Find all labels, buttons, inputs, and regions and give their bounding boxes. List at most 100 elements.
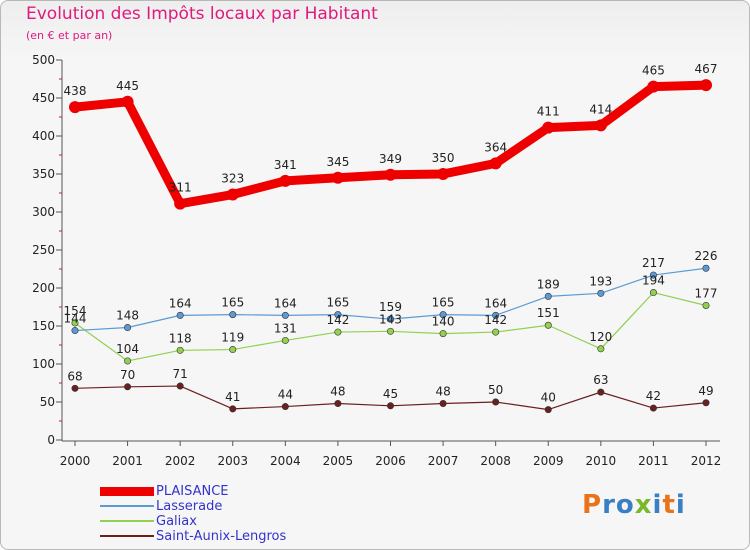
- legend-swatch: [100, 535, 154, 537]
- logo-letter: r: [602, 490, 616, 520]
- data-point-plaisance: [700, 79, 712, 92]
- data-label-galiax: 177: [695, 286, 718, 300]
- data-point-saint-aunix-lengros: [176, 382, 184, 390]
- data-label-lasserade: 165: [432, 296, 455, 310]
- data-point-saint-aunix-lengros: [124, 383, 132, 391]
- data-point-plaisance: [542, 121, 555, 134]
- logo-letter: P: [582, 490, 603, 520]
- data-label-galiax: 154: [64, 304, 87, 318]
- data-point-lasserade: [544, 292, 552, 300]
- data-label-saint-aunix-lengros: 68: [67, 369, 82, 383]
- y-tick-label: 200: [32, 281, 55, 295]
- data-point-saint-aunix-lengros: [649, 404, 657, 412]
- data-label-galiax: 142: [484, 313, 507, 327]
- x-tick-label: 2006: [375, 454, 406, 468]
- data-label-plaisance: 411: [537, 105, 560, 119]
- data-label-lasserade: 164: [169, 296, 192, 310]
- data-label-plaisance: 311: [169, 181, 192, 195]
- data-label-plaisance: 350: [432, 151, 455, 165]
- data-point-lasserade: [124, 324, 132, 332]
- x-tick-label: 2011: [638, 454, 669, 468]
- data-point-lasserade: [229, 311, 237, 319]
- data-point-lasserade: [597, 289, 605, 297]
- y-tick-label: 400: [32, 129, 55, 143]
- data-label-saint-aunix-lengros: 48: [330, 385, 345, 399]
- data-label-galiax: 143: [379, 312, 402, 326]
- data-point-saint-aunix-lengros: [281, 403, 289, 411]
- data-label-plaisance: 323: [221, 172, 244, 186]
- data-point-lasserade: [71, 327, 79, 335]
- data-point-plaisance: [121, 95, 134, 108]
- data-label-saint-aunix-lengros: 48: [435, 385, 450, 399]
- data-point-saint-aunix-lengros: [229, 405, 237, 413]
- data-point-lasserade: [281, 311, 289, 319]
- data-label-saint-aunix-lengros: 63: [593, 373, 608, 387]
- data-label-lasserade: 148: [116, 309, 139, 323]
- logo-letter: i: [675, 490, 686, 520]
- data-label-plaisance: 438: [64, 84, 87, 98]
- x-tick-label: 2004: [270, 454, 301, 468]
- data-point-plaisance: [174, 197, 187, 210]
- data-point-galiax: [229, 346, 237, 354]
- logo-letter: i: [652, 490, 663, 520]
- data-label-lasserade: 165: [326, 296, 349, 310]
- x-tick-label: 2010: [586, 454, 617, 468]
- data-point-plaisance: [437, 168, 450, 180]
- data-label-saint-aunix-lengros: 71: [173, 367, 188, 381]
- data-point-saint-aunix-lengros: [439, 400, 447, 408]
- data-point-plaisance: [594, 119, 607, 132]
- chart-subtitle: (en € et par an): [26, 29, 113, 42]
- y-tick-label: 100: [32, 357, 55, 371]
- y-tick-label: 450: [32, 91, 55, 105]
- data-point-lasserade: [386, 315, 394, 323]
- data-point-lasserade: [176, 311, 184, 319]
- data-label-saint-aunix-lengros: 40: [541, 391, 556, 405]
- data-point-plaisance: [331, 171, 344, 184]
- data-point-plaisance: [69, 101, 81, 114]
- data-point-galiax: [492, 328, 500, 336]
- data-point-lasserade: [649, 271, 657, 279]
- data-label-galiax: 104: [116, 342, 139, 356]
- data-label-lasserade: 226: [695, 249, 718, 263]
- data-label-galiax: 120: [589, 330, 612, 344]
- data-label-lasserade: 165: [221, 296, 244, 310]
- data-point-plaisance: [226, 188, 239, 201]
- data-label-plaisance: 345: [326, 155, 349, 169]
- data-label-galiax: 140: [432, 315, 455, 329]
- logo-letter: t: [662, 490, 676, 520]
- data-label-saint-aunix-lengros: 42: [646, 389, 661, 403]
- data-label-galiax: 142: [326, 313, 349, 327]
- y-tick-label: 300: [32, 205, 55, 219]
- legend-swatch: [100, 520, 154, 522]
- data-point-lasserade: [334, 311, 342, 319]
- data-label-plaisance: 467: [695, 62, 718, 76]
- data-point-plaisance: [279, 174, 292, 187]
- data-label-plaisance: 341: [274, 158, 297, 172]
- data-point-galiax: [649, 289, 657, 297]
- y-tick-label: 150: [32, 319, 55, 333]
- data-label-galiax: 118: [169, 331, 192, 345]
- x-tick-label: 2009: [533, 454, 564, 468]
- data-point-galiax: [597, 345, 605, 353]
- legend-label: Galiax: [156, 514, 197, 529]
- data-point-lasserade: [439, 311, 447, 319]
- data-point-galiax: [176, 346, 184, 354]
- data-point-lasserade: [492, 311, 500, 319]
- data-label-lasserade: 189: [537, 277, 560, 291]
- x-tick-label: 2007: [428, 454, 459, 468]
- data-point-saint-aunix-lengros: [386, 402, 394, 410]
- data-label-lasserade: 193: [589, 274, 612, 288]
- legend-label: PLAISANCE: [156, 484, 229, 499]
- logo-letter: o: [615, 490, 635, 520]
- legend-swatch: [100, 486, 154, 496]
- data-label-saint-aunix-lengros: 44: [278, 388, 293, 402]
- data-point-galiax: [71, 319, 79, 327]
- legend-swatch: [100, 505, 154, 507]
- data-label-plaisance: 349: [379, 152, 402, 166]
- data-point-galiax: [702, 301, 710, 309]
- data-point-saint-aunix-lengros: [492, 398, 500, 406]
- logo-letter: x: [634, 490, 653, 520]
- data-label-plaisance: 445: [116, 79, 139, 93]
